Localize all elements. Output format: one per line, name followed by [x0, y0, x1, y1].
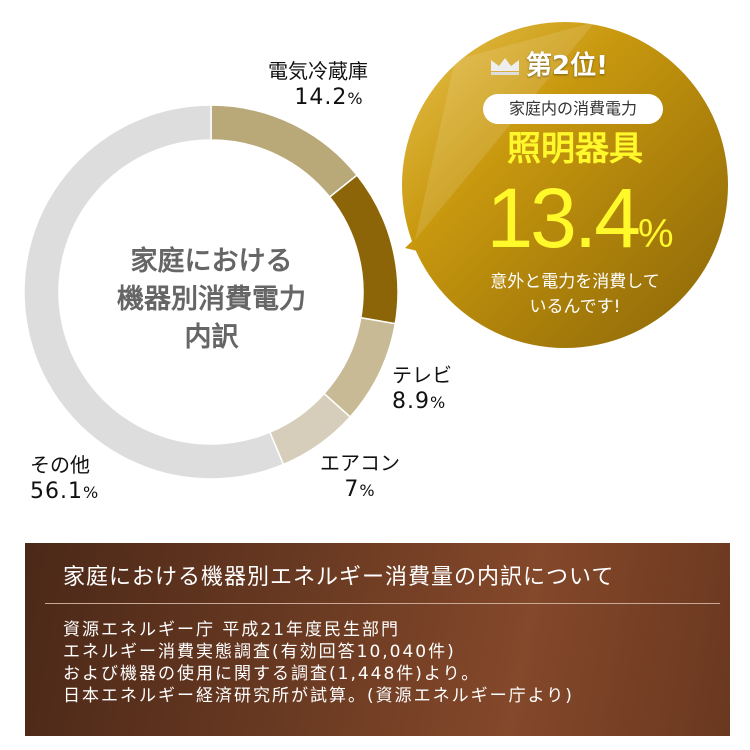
center-title-line: 家庭における: [130, 246, 293, 277]
crown-icon: [491, 58, 519, 75]
divider: [45, 603, 720, 604]
label-aircon: エアコン 7%: [320, 450, 400, 505]
info-line: 日本エネルギー経済研究所が試算。(資源エネルギー庁より): [63, 686, 574, 706]
donut-slice-0: [210, 104, 359, 199]
info-line: 資源エネルギー庁 平成21年度民生部門: [63, 620, 401, 640]
chart-center-title: 家庭における 機器別消費電力 内訳: [60, 243, 363, 357]
rank-text: 第2位!: [526, 51, 608, 81]
slice-value: 7%: [344, 477, 376, 502]
slice-label: 電気冷蔵庫: [268, 59, 368, 83]
info-line: および機器の使用に関する調査(1,448件)より。: [63, 664, 481, 684]
callout-value: 13.4%: [486, 171, 674, 265]
center-title-line: 機器別消費電力: [117, 284, 306, 315]
slice-label: テレビ: [392, 363, 452, 387]
label-other: その他 56.1%: [30, 452, 99, 507]
slice-value: 14.2%: [294, 85, 364, 110]
center-title-line: 内訳: [184, 322, 239, 353]
label-refrigerator: 電気冷蔵庫 14.2%: [268, 58, 368, 113]
callout-name: 照明器具: [507, 129, 643, 169]
slice-label: その他: [30, 453, 90, 477]
note-line: いるんです!: [529, 297, 621, 317]
label-tv: テレビ 8.9%: [392, 362, 452, 417]
note-line: 意外と電力を消費して: [490, 272, 660, 292]
slice-value: 56.1%: [30, 479, 100, 504]
info-line: エネルギー消費実態調査(有効回答10,040件): [63, 642, 456, 662]
info-box-title: 家庭における機器別エネルギー消費量の内訳について: [63, 565, 615, 590]
callout-rank: 第2位!: [490, 50, 640, 82]
callout-note: 意外と電力を消費して いるんです!: [460, 270, 690, 320]
donut-slice-4: [23, 104, 285, 480]
slice-label: エアコン: [320, 451, 400, 475]
callout-pill: 家庭内の消費電力: [483, 94, 663, 124]
info-box: 家庭における機器別エネルギー消費量の内訳について 資源エネルギー庁 平成21年度…: [25, 543, 730, 736]
donut-chart: [23, 104, 399, 480]
slice-value: 8.9%: [392, 389, 447, 414]
